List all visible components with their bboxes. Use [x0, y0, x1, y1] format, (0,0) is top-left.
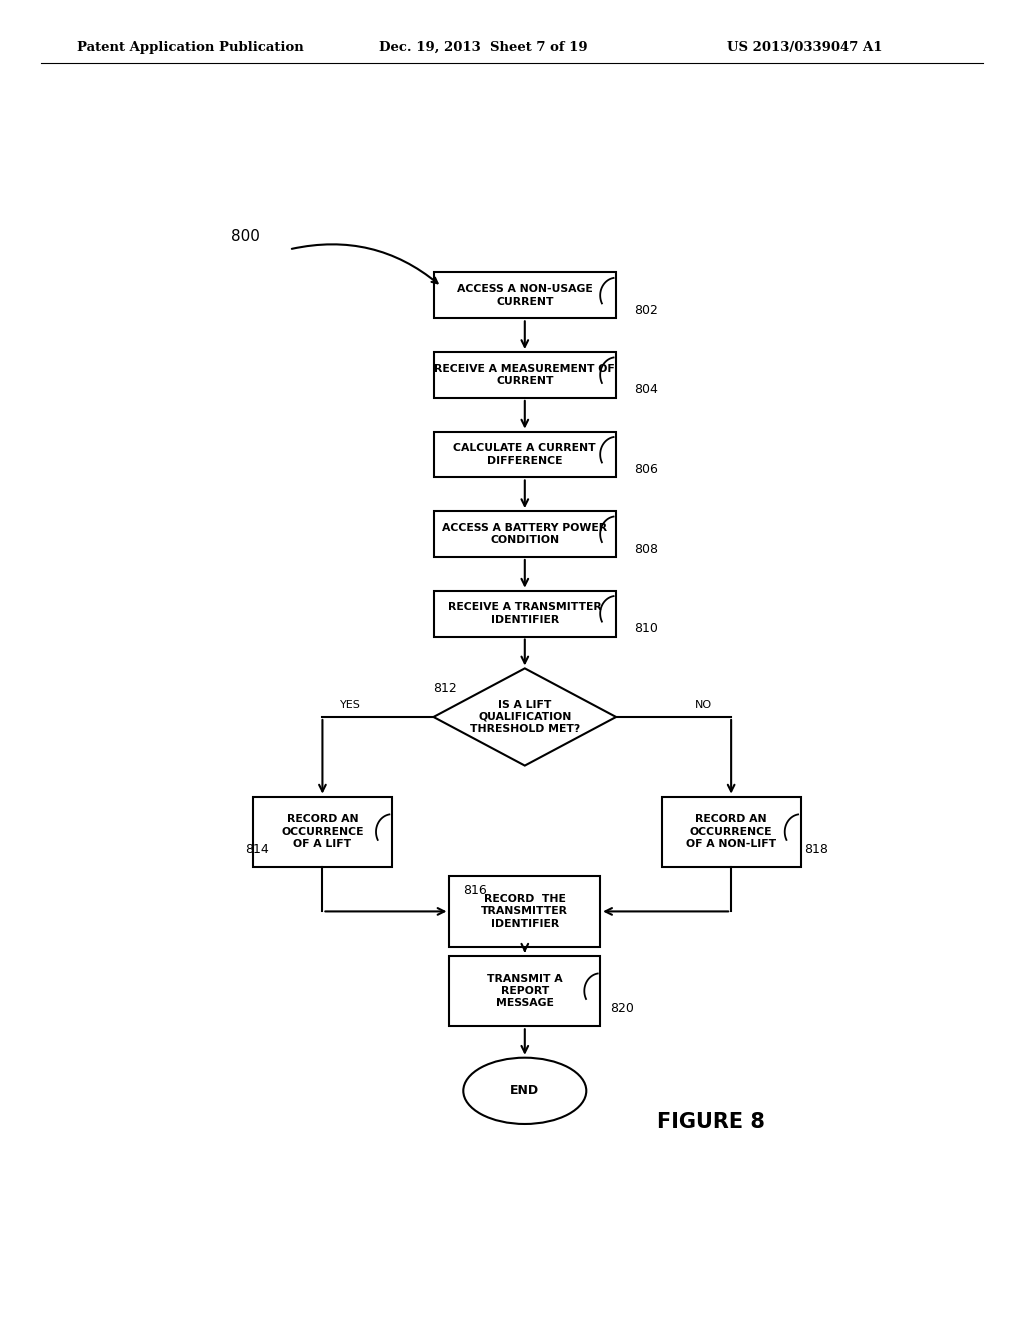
Text: TRANSMIT A
REPORT
MESSAGE: TRANSMIT A REPORT MESSAGE	[487, 974, 562, 1008]
Bar	[433, 511, 616, 557]
Ellipse shape	[463, 1057, 587, 1125]
Text: RECORD AN
OCCURRENCE
OF A LIFT: RECORD AN OCCURRENCE OF A LIFT	[282, 814, 364, 849]
Text: 800: 800	[231, 228, 260, 244]
Text: END: END	[510, 1084, 540, 1097]
Text: 818: 818	[804, 843, 828, 857]
Text: 806: 806	[634, 463, 658, 477]
Polygon shape	[433, 668, 616, 766]
Text: 808: 808	[634, 543, 658, 556]
Bar	[662, 796, 801, 867]
Text: ACCESS A NON-USAGE
CURRENT: ACCESS A NON-USAGE CURRENT	[457, 284, 593, 306]
Text: 814: 814	[246, 843, 269, 857]
Text: US 2013/0339047 A1: US 2013/0339047 A1	[727, 41, 883, 54]
Text: IS A LIFT
QUALIFICATION
THRESHOLD MET?: IS A LIFT QUALIFICATION THRESHOLD MET?	[470, 700, 580, 734]
Text: RECEIVE A MEASUREMENT OF
CURRENT: RECEIVE A MEASUREMENT OF CURRENT	[434, 364, 615, 387]
Bar	[253, 796, 392, 867]
Text: Patent Application Publication: Patent Application Publication	[77, 41, 303, 54]
Bar	[450, 876, 600, 946]
Bar	[433, 352, 616, 397]
Text: CALCULATE A CURRENT
DIFFERENCE: CALCULATE A CURRENT DIFFERENCE	[454, 444, 596, 466]
Bar	[433, 272, 616, 318]
Text: RECORD  THE
TRANSMITTER
IDENTIFIER: RECORD THE TRANSMITTER IDENTIFIER	[481, 894, 568, 929]
Text: 810: 810	[634, 622, 658, 635]
Text: Dec. 19, 2013  Sheet 7 of 19: Dec. 19, 2013 Sheet 7 of 19	[379, 41, 588, 54]
Text: FIGURE 8: FIGURE 8	[657, 1111, 765, 1131]
Bar	[433, 590, 616, 636]
Text: NO: NO	[695, 700, 712, 710]
Bar	[450, 956, 600, 1027]
Bar	[433, 432, 616, 478]
Text: 804: 804	[634, 384, 658, 396]
Text: ACCESS A BATTERY POWER
CONDITION: ACCESS A BATTERY POWER CONDITION	[442, 523, 607, 545]
Text: 820: 820	[610, 1002, 635, 1015]
Text: YES: YES	[340, 700, 360, 710]
Text: 816: 816	[463, 883, 486, 896]
Text: 812: 812	[433, 682, 458, 696]
Text: RECORD AN
OCCURRENCE
OF A NON-LIFT: RECORD AN OCCURRENCE OF A NON-LIFT	[686, 814, 776, 849]
Text: 802: 802	[634, 304, 658, 317]
Text: RECEIVE A TRANSMITTER
IDENTIFIER: RECEIVE A TRANSMITTER IDENTIFIER	[447, 602, 602, 624]
